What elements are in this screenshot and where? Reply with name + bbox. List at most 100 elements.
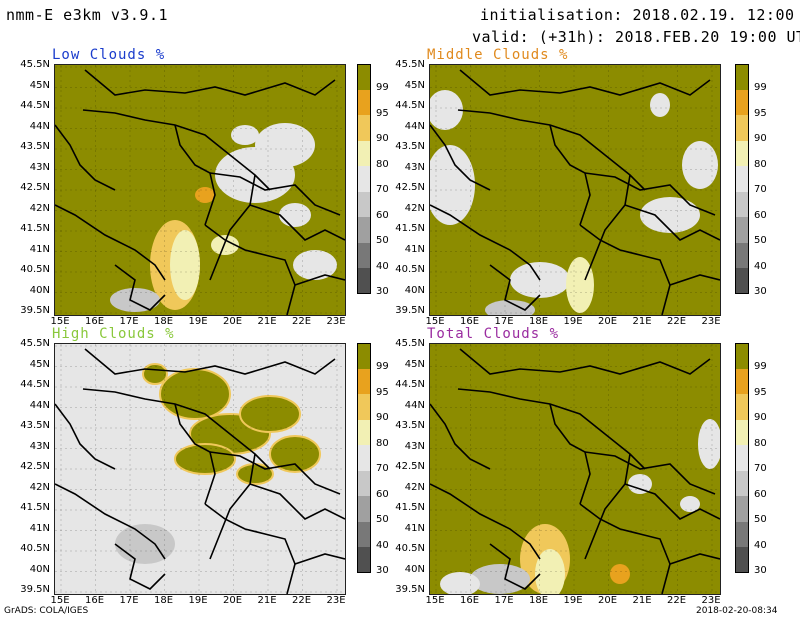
colorbar-segment xyxy=(357,140,371,166)
country-border xyxy=(174,403,216,505)
latitude-tick: 43.5N xyxy=(20,141,50,152)
cloud-area xyxy=(195,187,215,203)
latitude-tick: 45N xyxy=(404,79,425,91)
cloud-field-map xyxy=(430,344,720,594)
longitude-tick: 19E xyxy=(188,316,208,327)
colorbar xyxy=(357,343,371,573)
country-border xyxy=(55,483,166,560)
colorbar-segment xyxy=(735,496,749,522)
colorbar-label: 80 xyxy=(376,158,389,170)
longitude-tick: 20E xyxy=(222,595,243,606)
cloud-area xyxy=(255,123,315,167)
cloud-field-map xyxy=(55,65,345,315)
country-border xyxy=(489,543,541,590)
country-border xyxy=(624,204,720,241)
longitude-tick: 18E xyxy=(528,595,549,606)
panel-title: Total Clouds % xyxy=(427,326,560,342)
colorbar-segment xyxy=(735,521,749,547)
longitude-tick: 23E xyxy=(701,316,721,327)
country-border xyxy=(82,109,271,191)
country-border xyxy=(457,388,646,470)
colorbar-label: 95 xyxy=(754,386,767,398)
country-border xyxy=(457,109,646,191)
latitude-tick: 42N xyxy=(29,202,50,214)
country-border xyxy=(584,174,631,281)
longitude-tick: 16E xyxy=(459,316,480,327)
latitude-tick: 43N xyxy=(29,161,50,173)
country-border xyxy=(549,403,591,505)
map-panel-4 xyxy=(429,343,721,595)
colorbar-label: 99 xyxy=(754,82,767,93)
cloud-area xyxy=(610,564,630,584)
colorbar-segment xyxy=(735,470,749,496)
longitude-tick: 18E xyxy=(528,316,549,327)
colorbar-label: 99 xyxy=(376,82,389,93)
country-border xyxy=(209,172,341,216)
country-border xyxy=(114,264,166,311)
valid-time: valid: (+31h): 2018.FEB.20 19:00 UTC xyxy=(472,28,800,46)
cloud-area xyxy=(170,230,200,300)
latitude-tick: 43N xyxy=(404,440,425,452)
latitude-tick: 40N xyxy=(404,563,425,575)
cloud-area xyxy=(682,141,718,189)
cloud-area xyxy=(55,494,115,594)
colorbar-label: 90 xyxy=(376,133,389,144)
colorbar-segment xyxy=(357,496,371,522)
colorbar-segment xyxy=(357,166,371,192)
latitude-tick: 42.5N xyxy=(395,461,425,472)
colorbar-label: 40 xyxy=(754,260,767,272)
colorbar-label: 90 xyxy=(754,133,767,144)
colorbar-segment xyxy=(357,191,371,217)
longitude-tick: 16E xyxy=(84,316,105,327)
colorbar-segment xyxy=(735,242,749,268)
latitude-tick: 40.5N xyxy=(20,264,50,275)
country-border xyxy=(669,274,720,286)
colorbar xyxy=(357,64,371,294)
cloud-area xyxy=(680,496,700,512)
colorbar xyxy=(735,64,749,294)
latitude-tick: 45N xyxy=(29,79,50,91)
country-border xyxy=(579,224,671,315)
country-border xyxy=(459,348,711,375)
latitude-tick: 44N xyxy=(404,120,425,132)
cloud-field-map xyxy=(430,65,720,315)
colorbar-segment xyxy=(357,217,371,243)
cloud-area xyxy=(279,203,311,227)
colorbar-segment xyxy=(735,140,749,166)
longitude-tick: 18E xyxy=(153,316,174,327)
latitude-tick: 40N xyxy=(29,284,50,296)
country-border xyxy=(114,543,166,590)
colorbar-segment xyxy=(357,89,371,115)
cloud-area xyxy=(211,235,239,255)
colorbar-label: 60 xyxy=(754,488,767,500)
cloud-area xyxy=(485,300,535,315)
footer-credit: GrADS: COLA/IGES xyxy=(4,606,89,616)
country-border xyxy=(249,204,345,241)
high-cloud-patch xyxy=(269,435,321,473)
colorbar-label: 30 xyxy=(376,286,389,297)
longitude-tick: 15E xyxy=(50,316,70,327)
high-cloud-patch xyxy=(239,395,301,433)
latitude-tick: 40N xyxy=(29,563,50,575)
latitude-tick: 41.5N xyxy=(395,223,425,234)
latitude-tick: 41N xyxy=(29,243,50,255)
longitude-tick: 15E xyxy=(50,595,70,606)
colorbar-label: 80 xyxy=(754,158,767,170)
colorbar-label: 90 xyxy=(754,412,767,423)
colorbar-label: 60 xyxy=(376,488,389,500)
colorbar-segment xyxy=(735,191,749,217)
cloud-area xyxy=(110,288,160,312)
longitude-tick: 22E xyxy=(666,595,687,606)
colorbar-label: 99 xyxy=(754,361,767,372)
map-panel-3 xyxy=(54,343,346,595)
longitude-tick: 16E xyxy=(459,595,480,606)
longitude-tick: 19E xyxy=(563,595,583,606)
longitude-tick: 22E xyxy=(666,316,687,327)
latitude-tick: 42N xyxy=(29,481,50,493)
latitude-tick: 44.5N xyxy=(20,379,50,390)
cloud-area xyxy=(265,359,345,409)
cloud-area xyxy=(55,349,95,399)
longitude-tick: 17E xyxy=(119,595,139,606)
latitude-tick: 41N xyxy=(404,243,425,255)
initialisation-time: initialisation: 2018.02.19. 12:00 UTC xyxy=(480,6,800,24)
